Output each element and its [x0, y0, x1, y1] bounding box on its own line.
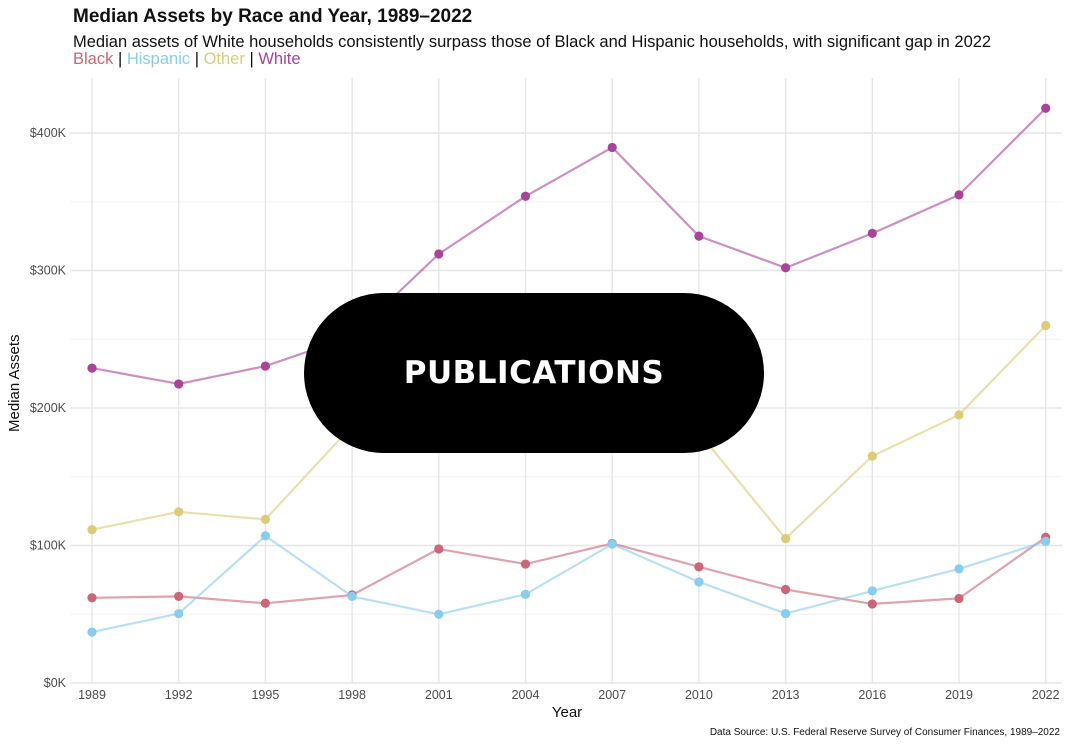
- data-point-white: [1041, 103, 1051, 113]
- legend-separator: |: [190, 50, 204, 68]
- y-tick-label: $400K: [30, 126, 67, 140]
- series-line-hispanic: [91, 534, 1047, 634]
- legend: Black | Hispanic | Other | White: [73, 50, 301, 69]
- data-point-black: [694, 562, 704, 572]
- data-point-white: [954, 190, 964, 200]
- data-point-hispanic: [1041, 536, 1051, 546]
- x-tick-label: 1995: [251, 688, 279, 702]
- legend-black: Black: [73, 50, 114, 68]
- data-point-white: [694, 231, 704, 241]
- series-line-white: [91, 107, 1047, 385]
- data-point-hispanic: [347, 591, 357, 601]
- data-point-hispanic: [174, 608, 184, 619]
- data-point-black: [781, 584, 791, 595]
- data-point-black: [954, 593, 964, 604]
- data-point-white: [260, 361, 270, 371]
- data-point-black: [174, 591, 184, 601]
- legend-separator: |: [244, 50, 259, 68]
- x-tick-label: 2010: [685, 688, 713, 702]
- y-tick-label: $200K: [30, 401, 67, 415]
- x-tick-label: 2004: [512, 688, 540, 702]
- data-point-other: [174, 507, 184, 517]
- publications-button-label: PUBLICATIONS: [403, 355, 665, 391]
- data-point-other: [1041, 320, 1051, 331]
- data-point-hispanic: [520, 589, 531, 599]
- y-axis-label: Median Assets: [6, 334, 23, 432]
- data-point-white: [607, 142, 617, 153]
- data-point-white: [434, 249, 444, 259]
- y-tick-label: $300K: [30, 264, 67, 278]
- publications-button[interactable]: PUBLICATIONS: [304, 293, 764, 453]
- y-tick-label: $100K: [30, 539, 67, 553]
- data-point-hispanic: [954, 564, 964, 574]
- x-tick-label: 1992: [165, 688, 193, 702]
- chart-title: Median Assets by Race and Year, 1989–202…: [73, 6, 473, 27]
- x-tick-label: 2013: [772, 688, 800, 702]
- x-tick-label: 1989: [78, 688, 106, 702]
- series-line-black: [91, 536, 1047, 606]
- x-tick-label: 2007: [598, 688, 626, 702]
- data-point-other: [781, 534, 791, 544]
- x-axis-label: Year: [551, 704, 583, 721]
- data-source-note: Data Source: U.S. Federal Reserve Survey…: [709, 727, 1060, 738]
- x-tick-label: 2022: [1032, 688, 1060, 702]
- data-point-hispanic: [434, 609, 444, 619]
- chart-subtitle: Median assets of White households consis…: [73, 33, 992, 51]
- data-point-other: [954, 410, 964, 420]
- data-point-black: [87, 593, 97, 603]
- data-point-other: [867, 451, 877, 461]
- x-tick-label: 2001: [425, 688, 453, 702]
- data-point-white: [174, 379, 184, 389]
- legend-hispanic: Hispanic: [126, 50, 191, 68]
- data-point-white: [781, 263, 791, 273]
- data-point-hispanic: [260, 531, 270, 541]
- data-point-hispanic: [607, 539, 617, 549]
- data-point-black: [260, 598, 270, 608]
- data-point-hispanic: [781, 608, 791, 619]
- data-point-white: [867, 228, 877, 238]
- x-tick-label: 1998: [338, 688, 366, 702]
- data-point-white: [87, 363, 97, 373]
- x-tick-label: 2016: [858, 688, 886, 702]
- data-point-other: [87, 525, 97, 535]
- x-tick-label: 2019: [945, 688, 973, 702]
- legend-white: White: [258, 50, 301, 68]
- data-point-hispanic: [87, 627, 97, 637]
- data-point-white: [520, 191, 531, 201]
- data-point-other: [260, 514, 270, 524]
- y-tick-label: $0K: [44, 676, 67, 690]
- data-point-black: [520, 559, 531, 569]
- data-point-black: [434, 544, 444, 554]
- data-point-hispanic: [694, 577, 704, 587]
- legend-other: Other: [203, 50, 245, 68]
- data-point-black: [867, 599, 877, 609]
- legend-separator: |: [113, 50, 127, 68]
- data-point-hispanic: [867, 586, 877, 596]
